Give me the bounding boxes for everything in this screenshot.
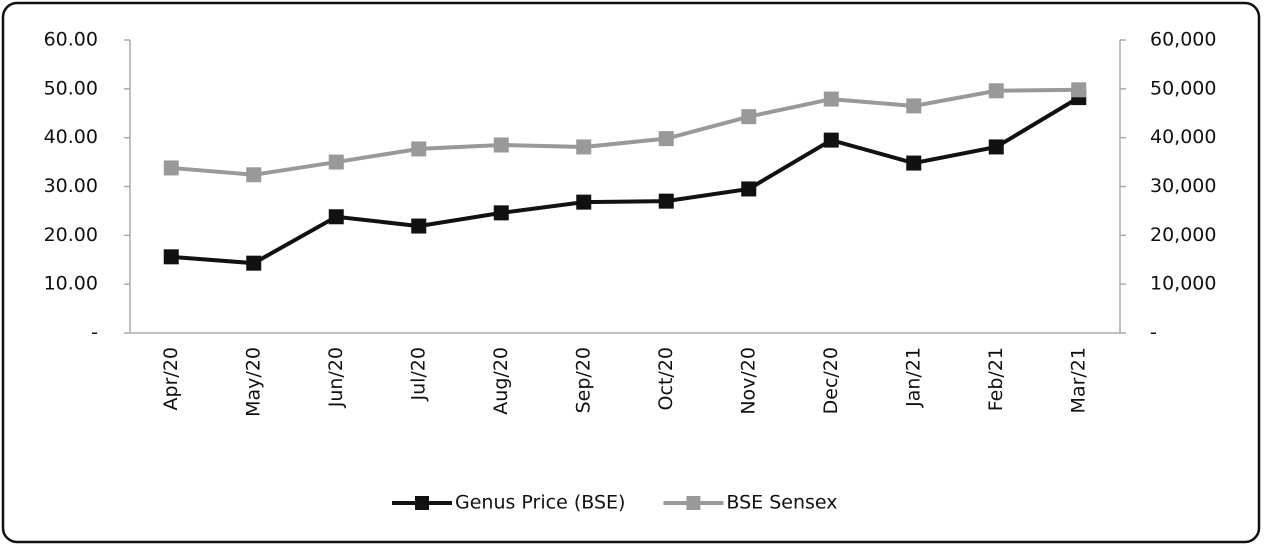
y2-tick-label: 20,000 <box>1150 224 1216 246</box>
series-marker <box>1071 82 1087 98</box>
x-tick-label: Jan/21 <box>902 347 924 408</box>
x-tick-label: Dec/20 <box>820 347 842 414</box>
y-tick-label: 40.00 <box>44 126 98 148</box>
series-line <box>171 95 1080 266</box>
series-marker <box>906 98 922 114</box>
series-marker <box>163 160 179 176</box>
x-tick-label: May/20 <box>242 347 264 417</box>
legend-marker <box>415 496 429 510</box>
x-tick-label: Aug/20 <box>490 347 512 415</box>
series-marker <box>493 205 509 221</box>
series-marker <box>741 109 757 125</box>
y-tick-label: 10.00 <box>44 273 98 295</box>
series-marker <box>988 139 1004 155</box>
series-marker <box>411 218 427 234</box>
series-marker <box>246 167 262 183</box>
series-marker <box>328 209 344 225</box>
y2-tick-label: 60,000 <box>1150 29 1216 51</box>
y2-tick-label: 30,000 <box>1150 175 1216 197</box>
x-tick-label: Jun/20 <box>325 347 347 408</box>
x-tick-label: Nov/20 <box>737 347 759 415</box>
y2-tick-label: - <box>1150 322 1157 344</box>
y-tick-label: - <box>91 322 98 344</box>
series-marker <box>658 131 674 147</box>
series-marker <box>411 141 427 157</box>
legend-label: Genus Price (BSE) <box>455 492 625 514</box>
y-tick-label: 50.00 <box>44 77 98 99</box>
y2-tick-label: 50,000 <box>1150 77 1216 99</box>
x-tick-label: Mar/21 <box>1067 347 1089 413</box>
series-marker <box>493 137 509 153</box>
series-marker <box>823 91 839 107</box>
series-line <box>171 87 1079 177</box>
series-marker <box>328 154 344 170</box>
series-marker <box>741 181 757 197</box>
series-marker <box>576 139 592 155</box>
series-marker <box>906 155 922 171</box>
x-tick-label: Sep/20 <box>572 347 594 413</box>
series-marker <box>246 255 262 271</box>
series-marker <box>163 249 179 265</box>
legend-label: BSE Sensex <box>726 492 837 514</box>
y-tick-label: 30.00 <box>44 175 98 197</box>
x-tick-label: Feb/21 <box>985 347 1007 411</box>
y2-tick-label: 40,000 <box>1150 126 1216 148</box>
series-marker <box>658 193 674 209</box>
legend-marker <box>686 496 701 510</box>
y2-tick-label: 10,000 <box>1150 273 1216 295</box>
x-tick-label: Oct/20 <box>655 347 677 410</box>
y-tick-label: 60.00 <box>44 29 98 51</box>
series-marker <box>823 132 839 148</box>
y-tick-label: 20.00 <box>44 224 98 246</box>
x-tick-label: Apr/20 <box>160 347 182 410</box>
series-marker <box>988 83 1004 99</box>
series-marker <box>576 194 592 210</box>
x-tick-label: Jul/20 <box>407 347 429 402</box>
